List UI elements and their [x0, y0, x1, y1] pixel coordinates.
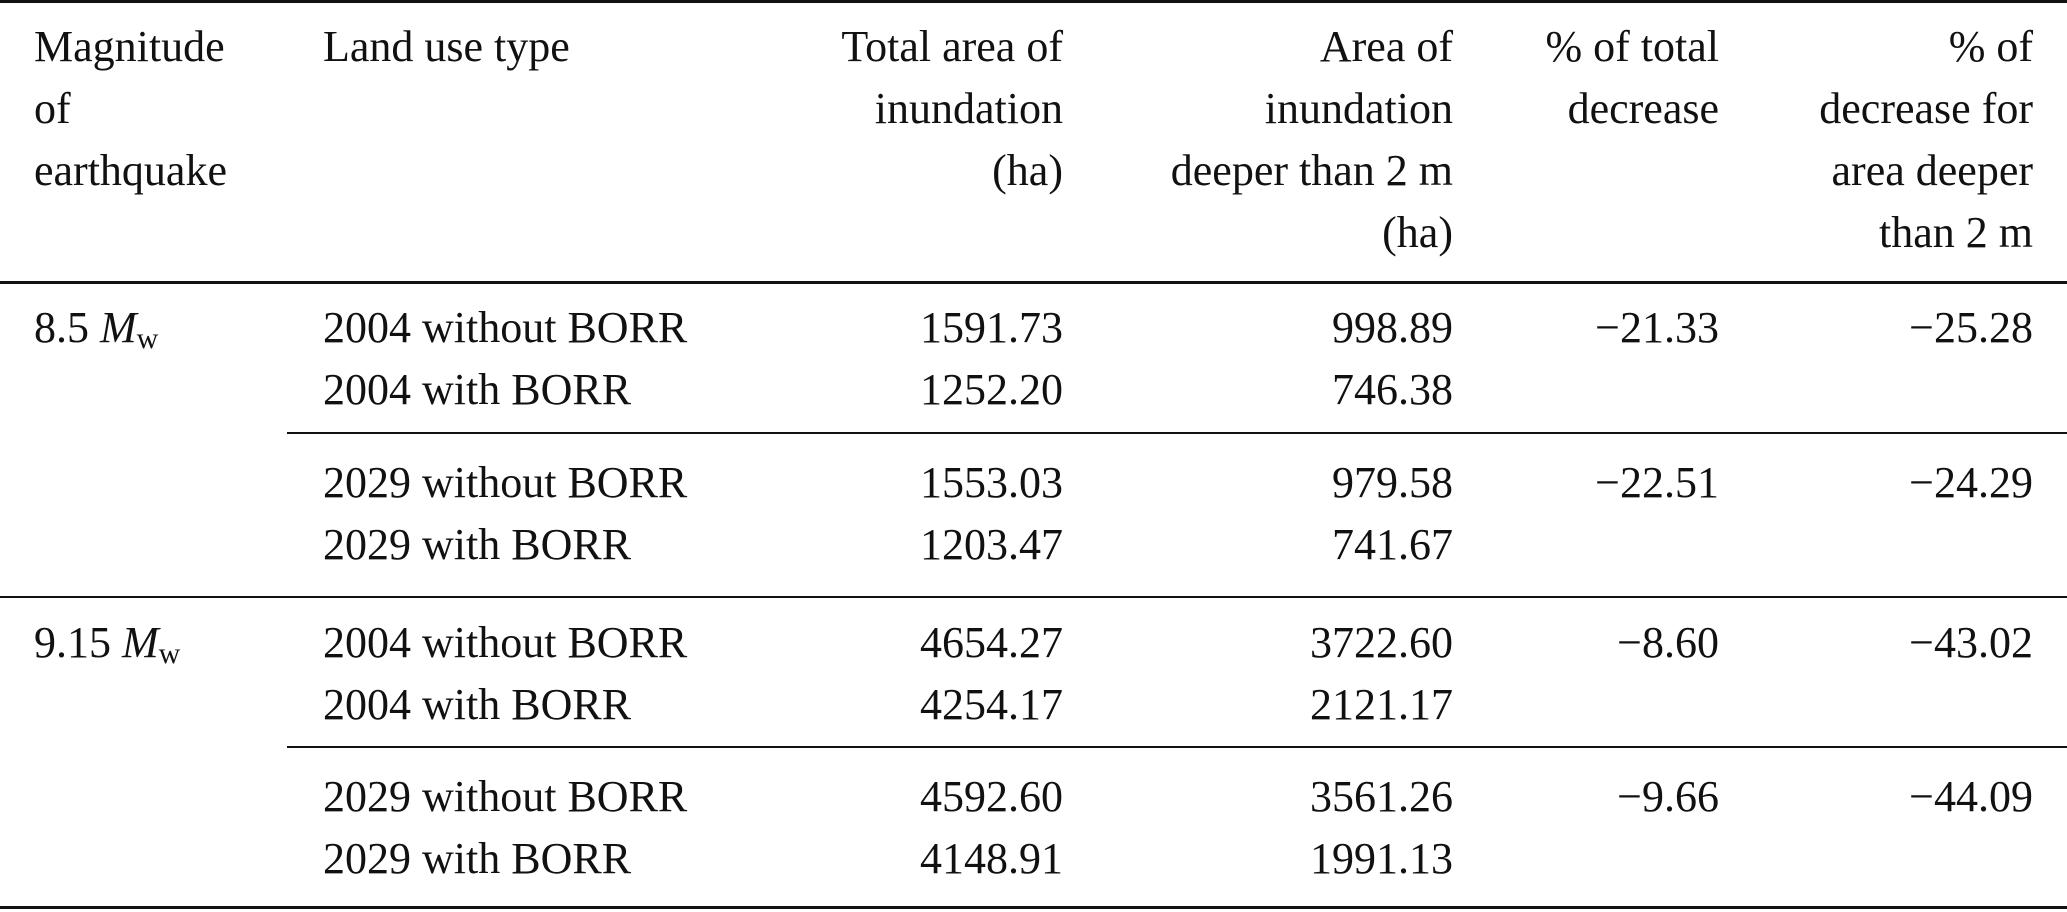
pct-deep-decrease-cell: −43.02: [1909, 618, 2033, 667]
pct-deep-decrease-cell: −24.29: [1909, 458, 2033, 507]
land-use-cell: 2004 with BORR: [323, 365, 632, 414]
header-magnitude: Magnitude of earthquake: [34, 22, 227, 195]
block-divider-rule: [287, 432, 2067, 434]
total-area-cell: 4148.91: [920, 834, 1063, 883]
deep-area-cell: 3561.26: [1310, 772, 1453, 821]
total-area-cell: 4592.60: [920, 772, 1063, 821]
pct-total-decrease-cell: −21.33: [1595, 303, 1719, 352]
table-bottom-rule: [0, 906, 2067, 909]
total-area-cell: 1203.47: [920, 520, 1063, 569]
deep-area-cell: 1991.13: [1310, 834, 1453, 883]
total-area-cell: 1252.20: [920, 365, 1063, 414]
pct-deep-decrease-cell: −44.09: [1909, 772, 2033, 821]
pct-deep-decrease-cell: −25.28: [1909, 303, 2033, 352]
total-area-cell: 1553.03: [920, 458, 1063, 507]
deep-area-cell: 741.67: [1332, 520, 1453, 569]
deep-area-cell: 998.89: [1332, 303, 1453, 352]
block-divider-rule: [287, 746, 2067, 748]
header-land-use-type: Land use type: [323, 22, 570, 71]
header-pct-total-decrease: % of total decrease: [1545, 22, 1719, 133]
land-use-cell: 2029 with BORR: [323, 834, 632, 883]
land-use-cell: 2004 without BORR: [323, 618, 688, 667]
total-area-cell: 4254.17: [920, 680, 1063, 729]
header-deep-area: Area of inundation deeper than 2 m (ha): [1170, 22, 1453, 257]
deep-area-cell: 3722.60: [1310, 618, 1453, 667]
magnitude-cell: 9.15 Mw: [34, 618, 181, 670]
total-area-cell: 1591.73: [920, 303, 1063, 352]
header-pct-deep-decrease: % of decrease for area deeper than 2 m: [1819, 22, 2033, 257]
header-bottom-rule: [0, 281, 2067, 284]
pct-total-decrease-cell: −8.60: [1617, 618, 1719, 667]
deep-area-cell: 746.38: [1332, 365, 1453, 414]
land-use-cell: 2029 with BORR: [323, 520, 632, 569]
land-use-cell: 2004 without BORR: [323, 303, 688, 352]
deep-area-cell: 979.58: [1332, 458, 1453, 507]
magnitude-cell: 8.5 Mw: [34, 303, 159, 355]
pct-total-decrease-cell: −22.51: [1595, 458, 1719, 507]
land-use-cell: 2029 without BORR: [323, 458, 688, 507]
land-use-cell: 2004 with BORR: [323, 680, 632, 729]
group-divider-rule: [0, 596, 2067, 598]
header-total-area: Total area of inundation (ha): [841, 22, 1063, 195]
land-use-cell: 2029 without BORR: [323, 772, 688, 821]
table-top-rule: [0, 0, 2067, 3]
deep-area-cell: 2121.17: [1310, 680, 1453, 729]
total-area-cell: 4654.27: [920, 618, 1063, 667]
pct-total-decrease-cell: −9.66: [1617, 772, 1719, 821]
